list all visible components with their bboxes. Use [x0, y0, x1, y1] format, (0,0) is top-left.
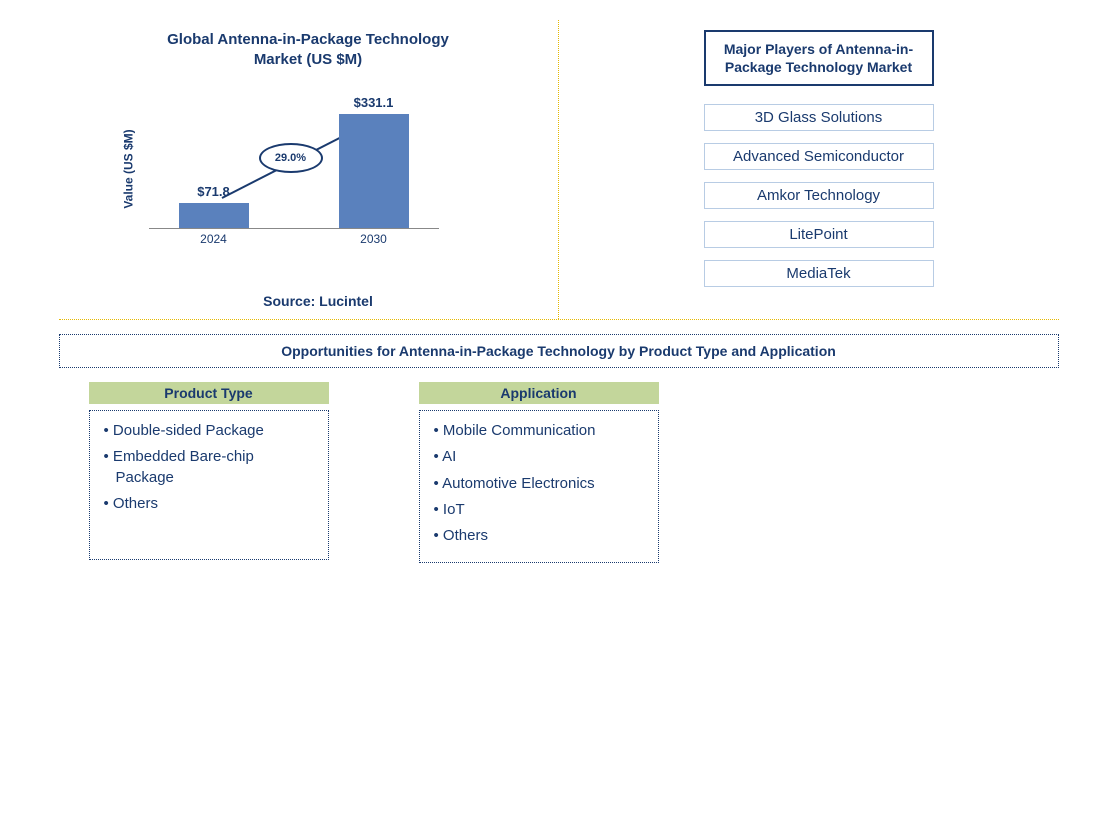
- player-item: 3D Glass Solutions: [704, 104, 934, 131]
- bar-value-label-2030: $331.1: [339, 95, 409, 110]
- players-title-line2: Package Technology Market: [725, 59, 912, 75]
- y-axis-label: Value (US $M): [121, 129, 135, 208]
- cagr-value: 29.0%: [275, 152, 306, 164]
- chart-title-line1: Global Antenna-in-Package Technology: [167, 31, 449, 48]
- players-title-line1: Major Players of Antenna-in-: [724, 41, 913, 57]
- chart-source: Source: Lucintel: [69, 293, 568, 309]
- opps-list-item: • Automotive Electronics: [434, 474, 646, 494]
- players-title: Major Players of Antenna-in- Package Tec…: [704, 30, 934, 86]
- player-item: Amkor Technology: [704, 182, 934, 209]
- player-item: MediaTek: [704, 260, 934, 287]
- opps-list-item: • Mobile Communication: [434, 421, 646, 441]
- opps-list-item: • Others: [104, 494, 316, 514]
- opps-column: Application • Mobile Communication • AI • A…: [419, 382, 659, 563]
- opps-list-item: • AI: [434, 447, 646, 467]
- x-tick-2024: 2024: [179, 232, 249, 246]
- bar-2030: [339, 114, 409, 228]
- opps-list-item: • IoT: [434, 500, 646, 520]
- player-item: LitePoint: [704, 221, 934, 248]
- opps-column-list: • Double-sided Package • Embedded Bare-ch…: [89, 410, 329, 560]
- bar-value-label-2024: $71.8: [179, 184, 249, 199]
- players-section: Major Players of Antenna-in- Package Tec…: [559, 20, 1059, 319]
- opps-list-item: • Embedded Bare-chip Package: [104, 447, 316, 488]
- x-tick-2030: 2030: [339, 232, 409, 246]
- chart-title: Global Antenna-in-Package Technology Mar…: [69, 30, 548, 69]
- top-row: Global Antenna-in-Package Technology Mar…: [59, 20, 1059, 320]
- chart-section: Global Antenna-in-Package Technology Mar…: [59, 20, 559, 319]
- opps-list-item: • Double-sided Package: [104, 421, 316, 441]
- chart-area: Value (US $M) 29.0%: [129, 89, 459, 249]
- player-item: Advanced Semiconductor: [704, 143, 934, 170]
- chart-title-line2: Market (US $M): [254, 51, 362, 68]
- opps-column-header: Application: [419, 382, 659, 404]
- players-list: 3D Glass Solutions Advanced Semiconductor…: [599, 104, 1039, 287]
- opportunities-title: Opportunities for Antenna-in-Package Tec…: [59, 334, 1059, 368]
- bar-plot: 29.0% $71.82024$331.12030: [149, 109, 439, 229]
- opps-column-header: Product Type: [89, 382, 329, 404]
- opps-column-list: • Mobile Communication • AI • Automotive E…: [419, 410, 659, 563]
- opportunities-section: Opportunities for Antenna-in-Package Tec…: [59, 334, 1059, 563]
- opps-column: Product Type • Double-sided Package • Embe…: [89, 382, 329, 563]
- bar-2024: [179, 203, 249, 228]
- opps-list-item: • Others: [434, 526, 646, 546]
- cagr-label: 29.0%: [259, 143, 323, 173]
- opportunities-columns: Product Type • Double-sided Package • Embe…: [59, 382, 1059, 563]
